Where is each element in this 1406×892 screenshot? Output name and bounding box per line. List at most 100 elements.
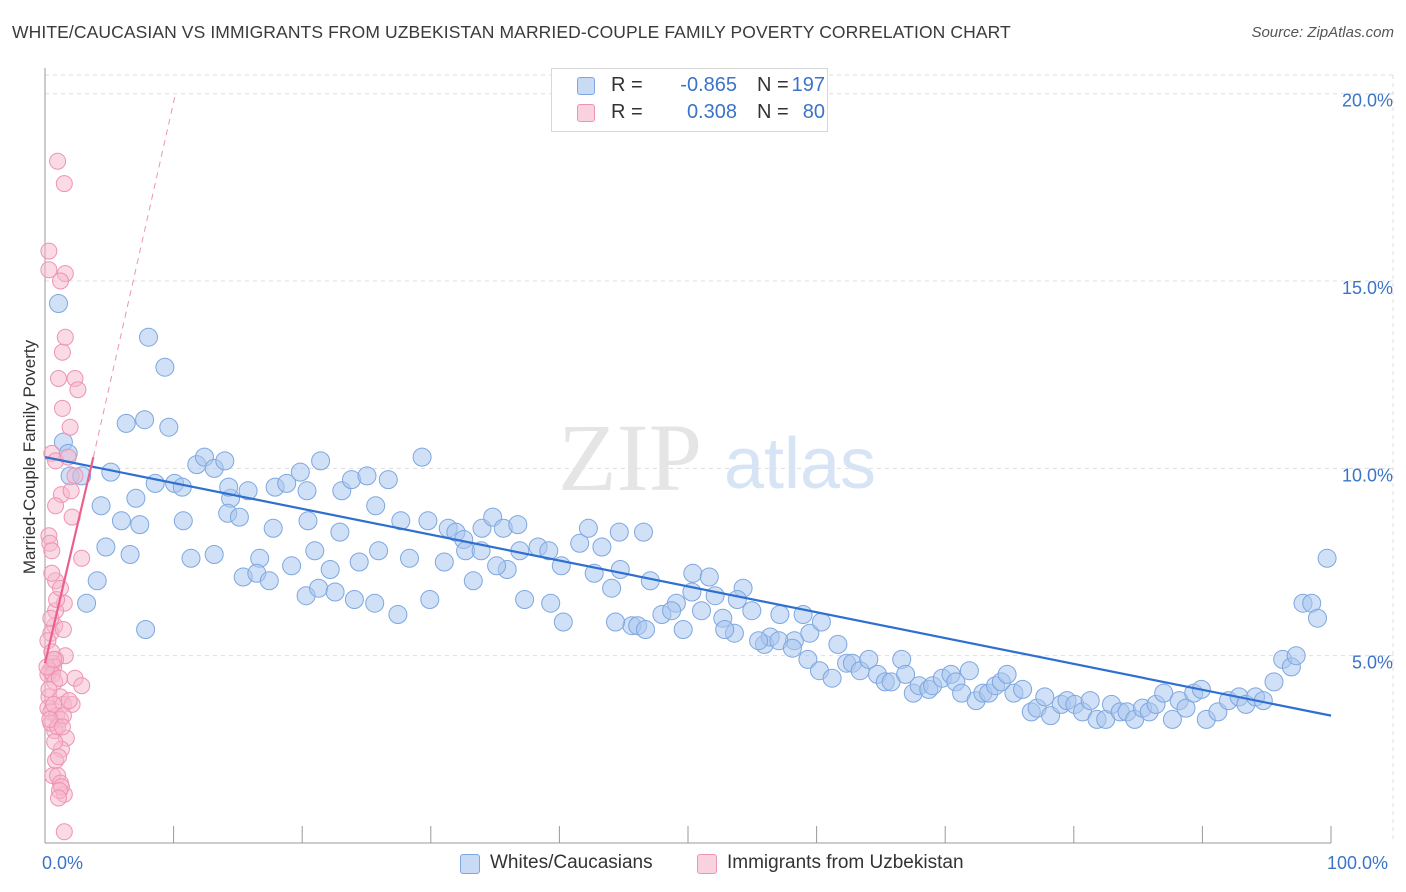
whites-point bbox=[822, 668, 842, 688]
watermark-zip: ZIP bbox=[558, 404, 702, 511]
whites-point bbox=[320, 560, 340, 579]
whites-point bbox=[636, 620, 655, 639]
whites-point bbox=[391, 511, 411, 531]
whites-point bbox=[420, 590, 440, 609]
y-tick-labels: 5.0% 10.0% 15.0% 20.0% bbox=[1342, 91, 1393, 673]
whites-point bbox=[263, 518, 283, 538]
whites-point bbox=[727, 590, 747, 609]
whites-trend-line bbox=[44, 456, 1332, 717]
uzbekistan-point bbox=[43, 542, 61, 560]
whites-point bbox=[800, 623, 820, 643]
whites-point bbox=[290, 462, 310, 482]
whites-point bbox=[357, 466, 377, 486]
whites-point bbox=[1013, 679, 1033, 699]
legend-swatch-uzbekistan bbox=[697, 854, 717, 874]
uzbekistan-point bbox=[50, 748, 67, 766]
legend-n-label: N = bbox=[757, 101, 789, 123]
whites-point bbox=[219, 477, 239, 497]
whites-point bbox=[699, 567, 719, 587]
whites-point bbox=[96, 537, 116, 557]
whites-point bbox=[87, 571, 107, 591]
whites-point bbox=[136, 620, 156, 639]
uzbekistan-point bbox=[60, 692, 78, 710]
whites-point bbox=[298, 511, 318, 531]
whites-point bbox=[715, 620, 735, 639]
uzbekistan-point bbox=[52, 272, 69, 290]
whites-point bbox=[277, 473, 297, 493]
y-tick-label: 15.0% bbox=[1342, 278, 1393, 298]
whites-point bbox=[828, 634, 848, 654]
whites-point bbox=[215, 451, 235, 471]
whites-point bbox=[541, 593, 561, 613]
uzbekistan-point bbox=[73, 677, 91, 695]
whites-point bbox=[77, 593, 97, 613]
whites-point bbox=[229, 507, 249, 527]
legend-label-uzbekistan: Immigrants from Uzbekistan bbox=[727, 852, 964, 873]
whites-point bbox=[1286, 646, 1306, 666]
uzbekistan-point bbox=[40, 261, 58, 279]
uzbekistan-point bbox=[53, 399, 71, 417]
whites-point bbox=[692, 601, 711, 621]
whites-point bbox=[116, 413, 136, 433]
whites-point bbox=[434, 552, 454, 572]
whites-point bbox=[749, 631, 769, 651]
whites-point bbox=[412, 447, 432, 467]
whites-point bbox=[173, 511, 193, 531]
whites-point bbox=[1264, 672, 1284, 692]
whites-point bbox=[570, 533, 590, 553]
whites-point bbox=[705, 586, 725, 606]
watermark: ZIP atlas bbox=[558, 404, 876, 511]
chart-title: WHITE/CAUCASIAN VS IMMIGRANTS FROM UZBEK… bbox=[12, 22, 1011, 42]
whites-point bbox=[344, 590, 364, 609]
whites-point bbox=[49, 294, 68, 313]
whites-point bbox=[369, 541, 389, 561]
whites-point bbox=[1308, 608, 1327, 628]
uzbekistan-trend-line bbox=[43, 456, 95, 664]
watermark-atlas: atlas bbox=[724, 424, 876, 504]
whites-point bbox=[126, 488, 146, 508]
legend-r-value: -0.865 bbox=[680, 74, 737, 96]
whites-point bbox=[578, 518, 598, 538]
uzbekistan-point bbox=[50, 789, 67, 807]
whites-point bbox=[811, 612, 831, 632]
whites-point bbox=[553, 612, 573, 632]
whites-point bbox=[1317, 548, 1337, 568]
whites-point bbox=[325, 582, 345, 602]
uzbekistan-point bbox=[50, 370, 67, 387]
uzbekistan-point bbox=[62, 482, 80, 500]
whites-point bbox=[366, 496, 386, 516]
series-whites-points bbox=[49, 294, 1337, 729]
whites-point bbox=[349, 552, 369, 572]
whites-point bbox=[515, 590, 535, 609]
legend-n-label: N = bbox=[757, 74, 789, 96]
whites-point bbox=[238, 481, 258, 501]
whites-point bbox=[683, 563, 703, 583]
whites-point bbox=[602, 578, 622, 598]
whites-point bbox=[896, 664, 916, 684]
uzbekistan-point bbox=[47, 497, 65, 515]
whites-point bbox=[539, 541, 559, 561]
uzbekistan-point bbox=[40, 242, 58, 260]
uzbekistan-point bbox=[53, 718, 71, 736]
uzbekistan-trend-extension bbox=[92, 93, 177, 458]
chart-source: Source: ZipAtlas.com bbox=[1251, 24, 1394, 41]
series-uzbekistan-points bbox=[38, 152, 91, 841]
legend-r-value: 0.308 bbox=[686, 101, 737, 123]
whites-point bbox=[378, 470, 398, 490]
trend-lines bbox=[43, 93, 1332, 717]
y-tick-label: 5.0% bbox=[1352, 653, 1393, 673]
whites-point bbox=[204, 545, 224, 564]
x-tick-label-right: 100.0% bbox=[1327, 853, 1389, 873]
whites-point bbox=[130, 515, 150, 535]
legend-swatch-blue bbox=[577, 77, 595, 95]
whites-point bbox=[139, 327, 158, 347]
whites-point bbox=[135, 410, 155, 430]
whites-point bbox=[305, 541, 325, 561]
whites-point bbox=[463, 571, 483, 591]
legend-n-value: 197 bbox=[791, 74, 825, 96]
whites-point bbox=[606, 612, 625, 632]
uzbekistan-point bbox=[66, 467, 84, 485]
x-tick-label-left: 0.0% bbox=[42, 853, 84, 873]
whites-point bbox=[388, 605, 408, 624]
